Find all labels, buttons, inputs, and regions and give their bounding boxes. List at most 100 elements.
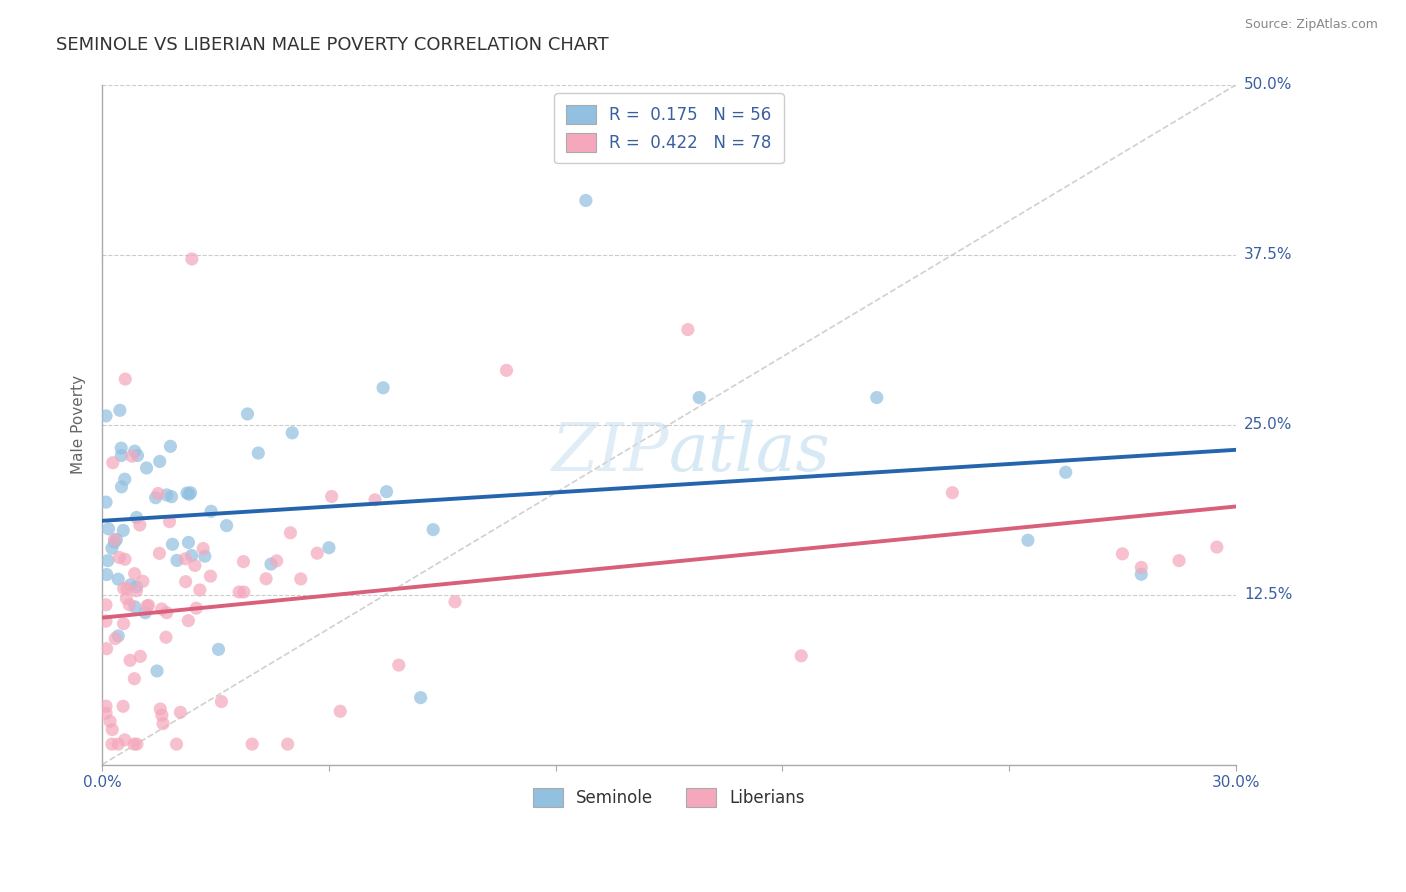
Point	[1130, 567, 1153, 582]
Point	[105, 533, 128, 547]
Point	[132, 574, 155, 589]
Point	[101, 541, 124, 556]
Point	[260, 557, 283, 571]
Point	[409, 690, 432, 705]
Point	[125, 580, 148, 594]
Point	[128, 518, 150, 533]
Point	[162, 537, 184, 551]
Point	[103, 533, 125, 547]
Point	[1054, 465, 1077, 479]
Point	[247, 446, 270, 460]
Point	[108, 550, 131, 565]
Text: Source: ZipAtlas.com: Source: ZipAtlas.com	[1244, 18, 1378, 31]
Point	[177, 535, 200, 549]
Point	[159, 515, 181, 529]
Point	[149, 454, 172, 468]
Point	[125, 510, 148, 524]
Point	[166, 737, 188, 751]
Legend: Seminole, Liberians: Seminole, Liberians	[526, 781, 811, 814]
Point	[108, 403, 131, 417]
Point	[232, 585, 254, 599]
Point	[112, 699, 135, 714]
Point	[281, 425, 304, 440]
Point	[94, 699, 117, 714]
Point	[114, 472, 136, 486]
Point	[1130, 560, 1153, 574]
Point	[135, 461, 157, 475]
Point	[97, 554, 120, 568]
Text: ZIP: ZIP	[551, 419, 669, 484]
Point	[180, 485, 202, 500]
Point	[110, 449, 132, 463]
Point	[148, 546, 170, 560]
Point	[124, 599, 146, 614]
Point	[118, 598, 141, 612]
Point	[94, 614, 117, 628]
Point	[575, 194, 598, 208]
Point	[444, 595, 467, 609]
Point	[136, 599, 159, 613]
Point	[114, 732, 136, 747]
Point	[215, 518, 238, 533]
Point	[155, 630, 177, 644]
Point	[184, 558, 207, 573]
Point	[110, 441, 132, 455]
Point	[329, 704, 352, 718]
Point	[160, 490, 183, 504]
Point	[169, 706, 191, 720]
Point	[146, 664, 169, 678]
Point	[364, 492, 387, 507]
Point	[1017, 533, 1039, 548]
Point	[149, 702, 172, 716]
Point	[866, 391, 889, 405]
Point	[495, 363, 517, 377]
Point	[290, 572, 312, 586]
Point	[114, 372, 136, 386]
Point	[134, 606, 156, 620]
Point	[94, 598, 117, 612]
Point	[177, 487, 200, 501]
Point	[321, 490, 343, 504]
Point	[188, 582, 211, 597]
Point	[112, 616, 135, 631]
Point	[375, 484, 398, 499]
Point	[176, 486, 198, 500]
Point	[112, 582, 135, 596]
Text: 12.5%: 12.5%	[1244, 587, 1292, 602]
Point	[120, 578, 142, 592]
Point	[146, 486, 169, 500]
Point	[180, 549, 202, 563]
Point	[127, 449, 149, 463]
Point	[941, 485, 963, 500]
Point	[209, 695, 232, 709]
Point	[159, 439, 181, 453]
Point	[318, 541, 340, 555]
Point	[790, 648, 813, 663]
Point	[125, 583, 148, 598]
Point	[156, 488, 179, 502]
Point	[101, 723, 124, 737]
Point	[96, 567, 118, 582]
Point	[207, 642, 229, 657]
Point	[150, 708, 173, 723]
Point	[194, 549, 217, 563]
Text: 37.5%: 37.5%	[1244, 247, 1292, 262]
Point	[200, 569, 222, 583]
Point	[138, 599, 160, 613]
Point	[191, 541, 214, 556]
Point	[120, 653, 142, 667]
Point	[186, 601, 208, 615]
Point	[124, 566, 146, 581]
Point	[1168, 554, 1191, 568]
Point	[228, 585, 250, 599]
Point	[254, 572, 277, 586]
Point	[1111, 547, 1133, 561]
Point	[115, 582, 138, 596]
Point	[125, 737, 148, 751]
Point	[124, 444, 146, 458]
Point	[129, 649, 152, 664]
Point	[114, 552, 136, 566]
Point	[98, 714, 121, 729]
Point	[101, 737, 124, 751]
Point	[115, 591, 138, 606]
